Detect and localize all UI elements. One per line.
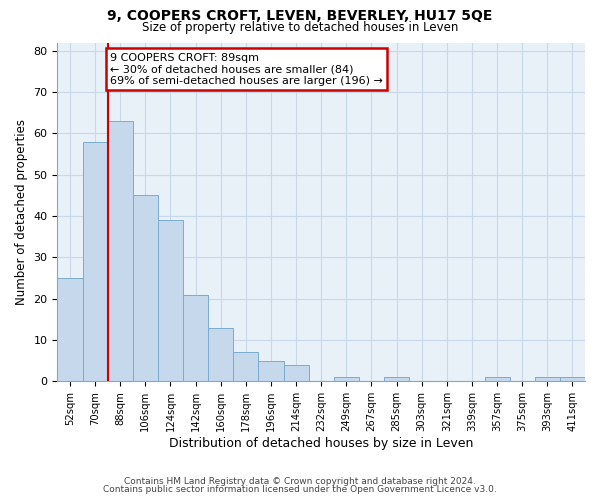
Text: Contains HM Land Registry data © Crown copyright and database right 2024.: Contains HM Land Registry data © Crown c… (124, 477, 476, 486)
Bar (334, 377, 359, 382)
Bar (208, 328, 233, 382)
Bar (485, 377, 509, 382)
Bar (83, 142, 107, 382)
Bar (158, 220, 183, 382)
Bar (535, 377, 560, 382)
X-axis label: Distribution of detached houses by size in Leven: Distribution of detached houses by size … (169, 437, 473, 450)
Bar (233, 352, 259, 382)
Text: Size of property relative to detached houses in Leven: Size of property relative to detached ho… (142, 22, 458, 35)
Bar (107, 121, 133, 382)
Text: 9, COOPERS CROFT, LEVEN, BEVERLEY, HU17 5QE: 9, COOPERS CROFT, LEVEN, BEVERLEY, HU17 … (107, 9, 493, 23)
Bar (259, 360, 284, 382)
Bar (183, 294, 208, 382)
Bar (58, 278, 83, 382)
Bar (384, 377, 409, 382)
Y-axis label: Number of detached properties: Number of detached properties (15, 119, 28, 305)
Bar (284, 365, 308, 382)
Text: 9 COOPERS CROFT: 89sqm
← 30% of detached houses are smaller (84)
69% of semi-det: 9 COOPERS CROFT: 89sqm ← 30% of detached… (110, 53, 383, 86)
Bar (133, 196, 158, 382)
Bar (560, 377, 585, 382)
Text: Contains public sector information licensed under the Open Government Licence v3: Contains public sector information licen… (103, 485, 497, 494)
